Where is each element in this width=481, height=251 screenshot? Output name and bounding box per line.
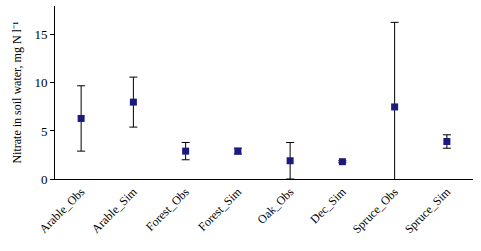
svg-text:Forest_Sim: Forest_Sim [195,184,245,234]
svg-text:Nitrate in soil water, mg N l⁻: Nitrate in soil water, mg N l⁻¹ [10,21,24,163]
svg-text:Oak_Obs: Oak_Obs [255,185,297,227]
svg-text:0: 0 [41,172,48,187]
svg-text:10: 10 [34,75,47,90]
svg-text:Arable_Sim: Arable_Sim [89,184,140,235]
svg-text:Dec_Sim: Dec_Sim [307,184,349,226]
svg-text:Arable_Obs: Arable_Obs [37,185,88,236]
svg-text:5: 5 [41,123,48,138]
svg-text:Spruce_Obs: Spruce_Obs [350,185,402,237]
svg-text:15: 15 [34,27,47,42]
svg-text:Forest_Obs: Forest_Obs [143,185,192,234]
svg-text:Spruce_Sim: Spruce_Sim [402,184,454,236]
